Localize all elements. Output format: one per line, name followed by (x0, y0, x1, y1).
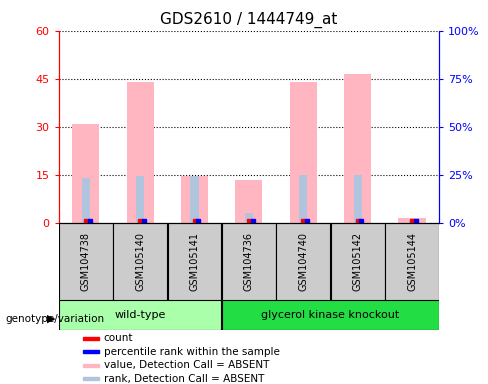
Bar (181, 176, 208, 223)
Bar (222, 300, 439, 330)
Bar (299, 175, 307, 223)
Text: rank, Detection Call = ABSENT: rank, Detection Call = ABSENT (104, 374, 264, 384)
Bar (331, 223, 385, 300)
Title: GDS2610 / 1444749_at: GDS2610 / 1444749_at (160, 12, 338, 28)
Text: wild-type: wild-type (115, 310, 166, 320)
Text: GSM104736: GSM104736 (244, 232, 254, 291)
Text: ▶: ▶ (47, 314, 56, 324)
Text: glycerol kinase knockout: glycerol kinase knockout (261, 310, 400, 320)
Text: GSM105142: GSM105142 (353, 232, 363, 291)
Bar (385, 223, 439, 300)
Bar (72, 124, 100, 223)
Bar (222, 223, 276, 300)
Bar (398, 218, 426, 223)
Bar (83, 337, 99, 340)
Bar (83, 377, 99, 380)
Bar (113, 223, 167, 300)
Bar (190, 176, 199, 223)
Bar (83, 350, 99, 353)
Text: GSM105141: GSM105141 (189, 232, 200, 291)
Bar (344, 74, 371, 223)
Bar (126, 82, 154, 223)
Bar (245, 213, 253, 223)
Text: percentile rank within the sample: percentile rank within the sample (104, 347, 280, 357)
Text: GSM104740: GSM104740 (298, 232, 308, 291)
Bar (290, 82, 317, 223)
Text: genotype/variation: genotype/variation (5, 314, 104, 324)
Text: GSM105140: GSM105140 (135, 232, 145, 291)
Bar (59, 223, 113, 300)
Bar (408, 221, 416, 223)
Bar (353, 175, 362, 223)
Bar (235, 180, 263, 223)
Text: count: count (104, 333, 133, 343)
Text: GSM104738: GSM104738 (81, 232, 91, 291)
Text: value, Detection Call = ABSENT: value, Detection Call = ABSENT (104, 360, 269, 370)
Bar (81, 178, 90, 223)
Text: GSM105144: GSM105144 (407, 232, 417, 291)
Bar (167, 223, 222, 300)
Bar (276, 223, 330, 300)
Bar (59, 300, 222, 330)
Bar (83, 364, 99, 367)
Bar (136, 176, 144, 223)
